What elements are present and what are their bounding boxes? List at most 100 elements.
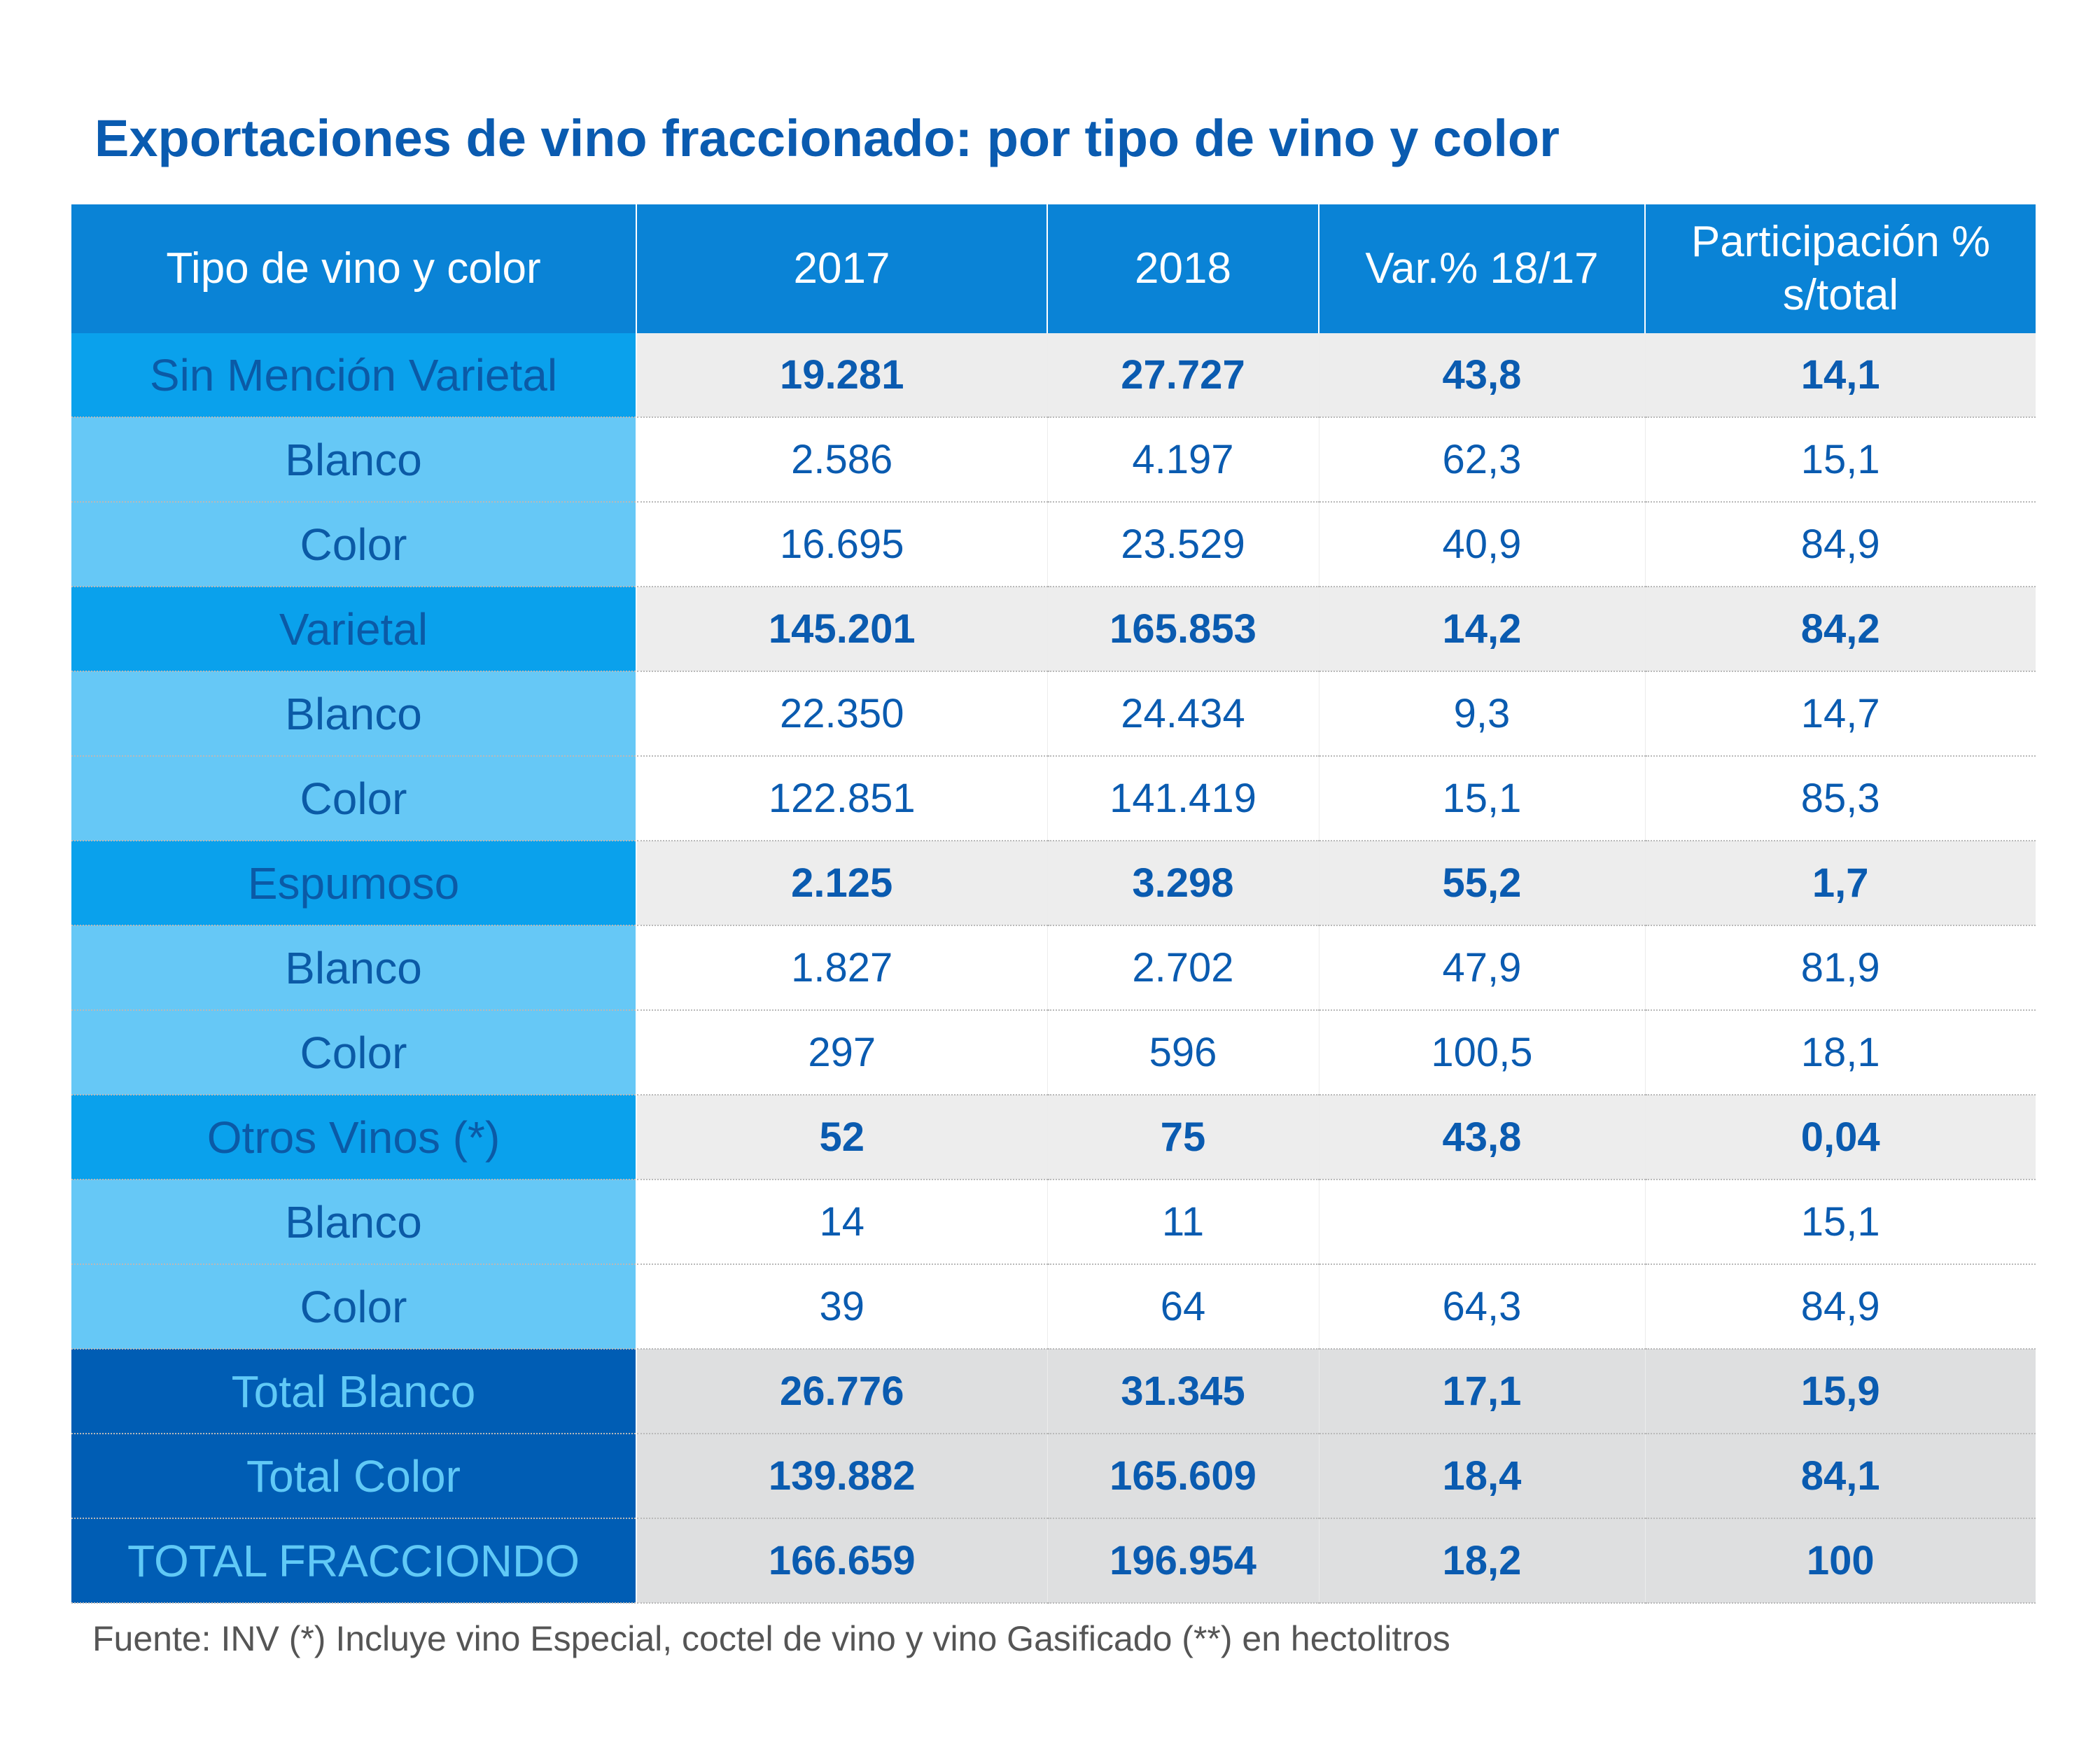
cell-2017: 26.776 bbox=[636, 1349, 1048, 1434]
header-variacion: Var.% 18/17 bbox=[1319, 204, 1646, 333]
cell-2018: 23.529 bbox=[1047, 502, 1320, 587]
row-label: Otros Vinos (*) bbox=[71, 1095, 637, 1180]
cell-participacion: 15,9 bbox=[1645, 1349, 2036, 1434]
cell-participacion: 1,7 bbox=[1645, 841, 2036, 926]
header-2017: 2017 bbox=[636, 204, 1048, 333]
cell-participacion: 15,1 bbox=[1645, 417, 2036, 503]
cell-2018: 11 bbox=[1047, 1180, 1320, 1265]
cell-participacion: 18,1 bbox=[1645, 1010, 2036, 1096]
sub-row: Blanco 14 11 15,1 bbox=[71, 1180, 2036, 1265]
cell-2017: 22.350 bbox=[636, 671, 1048, 757]
group-row: Espumoso 2.125 3.298 55,2 1,7 bbox=[71, 841, 2036, 926]
row-label: Color bbox=[71, 502, 637, 587]
cell-variacion: 64,3 bbox=[1319, 1264, 1646, 1350]
cell-variacion bbox=[1319, 1180, 1646, 1265]
cell-variacion: 55,2 bbox=[1319, 841, 1646, 926]
cell-variacion: 15,1 bbox=[1319, 756, 1646, 841]
group-row: Varietal 145.201 165.853 14,2 84,2 bbox=[71, 587, 2036, 672]
cell-2017: 1.827 bbox=[636, 925, 1048, 1011]
cell-2017: 297 bbox=[636, 1010, 1048, 1096]
cell-variacion: 43,8 bbox=[1319, 1095, 1646, 1180]
row-label: Sin Mención Varietal bbox=[71, 333, 637, 418]
cell-2017: 166.659 bbox=[636, 1518, 1048, 1604]
cell-variacion: 47,9 bbox=[1319, 925, 1646, 1011]
cell-variacion: 62,3 bbox=[1319, 417, 1646, 503]
group-row: Otros Vinos (*) 52 75 43,8 0,04 bbox=[71, 1095, 2036, 1180]
total-row: Total Blanco 26.776 31.345 17,1 15,9 bbox=[71, 1349, 2036, 1434]
row-label: TOTAL FRACCIONDO bbox=[71, 1518, 637, 1604]
cell-2017: 39 bbox=[636, 1264, 1048, 1350]
row-label: Total Blanco bbox=[71, 1349, 637, 1434]
row-label: Color bbox=[71, 1010, 637, 1096]
cell-participacion: 14,7 bbox=[1645, 671, 2036, 757]
header-participacion: Participación % s/total bbox=[1645, 204, 2036, 333]
cell-participacion: 84,2 bbox=[1645, 587, 2036, 672]
cell-2017: 139.882 bbox=[636, 1434, 1048, 1519]
sub-row: Blanco 1.827 2.702 47,9 81,9 bbox=[71, 925, 2036, 1011]
row-label: Blanco bbox=[71, 671, 637, 757]
cell-2017: 16.695 bbox=[636, 502, 1048, 587]
cell-2017: 52 bbox=[636, 1095, 1048, 1180]
cell-participacion: 85,3 bbox=[1645, 756, 2036, 841]
table-header: Tipo de vino y color 2017 2018 Var.% 18/… bbox=[71, 204, 2036, 333]
cell-2017: 122.851 bbox=[636, 756, 1048, 841]
row-label: Espumoso bbox=[71, 841, 637, 926]
cell-2017: 2.586 bbox=[636, 417, 1048, 503]
cell-2018: 165.853 bbox=[1047, 587, 1320, 672]
row-label: Blanco bbox=[71, 1180, 637, 1265]
cell-2018: 24.434 bbox=[1047, 671, 1320, 757]
cell-variacion: 40,9 bbox=[1319, 502, 1646, 587]
cell-variacion: 9,3 bbox=[1319, 671, 1646, 757]
cell-2017: 19.281 bbox=[636, 333, 1048, 418]
group-row: Sin Mención Varietal 19.281 27.727 43,8 14,1 bbox=[71, 333, 2036, 418]
total-row: TOTAL FRACCIONDO 166.659 196.954 18,2 100 bbox=[71, 1518, 2036, 1604]
cell-2018: 75 bbox=[1047, 1095, 1320, 1180]
cell-2017: 145.201 bbox=[636, 587, 1048, 672]
cell-2018: 196.954 bbox=[1047, 1518, 1320, 1604]
cell-2018: 2.702 bbox=[1047, 925, 1320, 1011]
cell-participacion: 84,9 bbox=[1645, 502, 2036, 587]
row-label: Blanco bbox=[71, 925, 637, 1011]
cell-2018: 141.419 bbox=[1047, 756, 1320, 841]
cell-participacion: 84,9 bbox=[1645, 1264, 2036, 1350]
cell-variacion: 100,5 bbox=[1319, 1010, 1646, 1096]
cell-2018: 3.298 bbox=[1047, 841, 1320, 926]
cell-variacion: 17,1 bbox=[1319, 1349, 1646, 1434]
cell-2018: 596 bbox=[1047, 1010, 1320, 1096]
cell-2017: 2.125 bbox=[636, 841, 1048, 926]
cell-participacion: 15,1 bbox=[1645, 1180, 2036, 1265]
row-label: Color bbox=[71, 1264, 637, 1350]
table-body: Sin Mención Varietal 19.281 27.727 43,8 14,1… bbox=[71, 333, 2036, 1604]
cell-variacion: 18,4 bbox=[1319, 1434, 1646, 1519]
cell-2017: 14 bbox=[636, 1180, 1048, 1265]
cell-participacion: 14,1 bbox=[1645, 333, 2036, 418]
row-label: Varietal bbox=[71, 587, 637, 672]
cell-variacion: 14,2 bbox=[1319, 587, 1646, 672]
sub-row: Color 16.695 23.529 40,9 84,9 bbox=[71, 502, 2036, 587]
exports-table: Tipo de vino y color 2017 2018 Var.% 18/… bbox=[71, 204, 2036, 1604]
cell-2018: 31.345 bbox=[1047, 1349, 1320, 1434]
row-label: Blanco bbox=[71, 417, 637, 503]
cell-participacion: 81,9 bbox=[1645, 925, 2036, 1011]
header-2018: 2018 bbox=[1047, 204, 1320, 333]
cell-variacion: 43,8 bbox=[1319, 333, 1646, 418]
cell-variacion: 18,2 bbox=[1319, 1518, 1646, 1604]
footnote: Fuente: INV (*) Incluye vino Especial, c… bbox=[92, 1619, 1450, 1658]
cell-participacion: 0,04 bbox=[1645, 1095, 2036, 1180]
row-label: Total Color bbox=[71, 1434, 637, 1519]
sub-row: Blanco 2.586 4.197 62,3 15,1 bbox=[71, 417, 2036, 503]
sub-row: Color 122.851 141.419 15,1 85,3 bbox=[71, 756, 2036, 841]
cell-participacion: 84,1 bbox=[1645, 1434, 2036, 1519]
cell-2018: 4.197 bbox=[1047, 417, 1320, 503]
header-tipo: Tipo de vino y color bbox=[71, 204, 637, 333]
sub-row: Blanco 22.350 24.434 9,3 14,7 bbox=[71, 671, 2036, 757]
total-row: Total Color 139.882 165.609 18,4 84,1 bbox=[71, 1434, 2036, 1519]
cell-2018: 27.727 bbox=[1047, 333, 1320, 418]
cell-participacion: 100 bbox=[1645, 1518, 2036, 1604]
cell-2018: 165.609 bbox=[1047, 1434, 1320, 1519]
table-title: Exportaciones de vino fraccionado: por t… bbox=[94, 109, 1560, 167]
row-label: Color bbox=[71, 756, 637, 841]
cell-2018: 64 bbox=[1047, 1264, 1320, 1350]
sub-row: Color 39 64 64,3 84,9 bbox=[71, 1264, 2036, 1350]
